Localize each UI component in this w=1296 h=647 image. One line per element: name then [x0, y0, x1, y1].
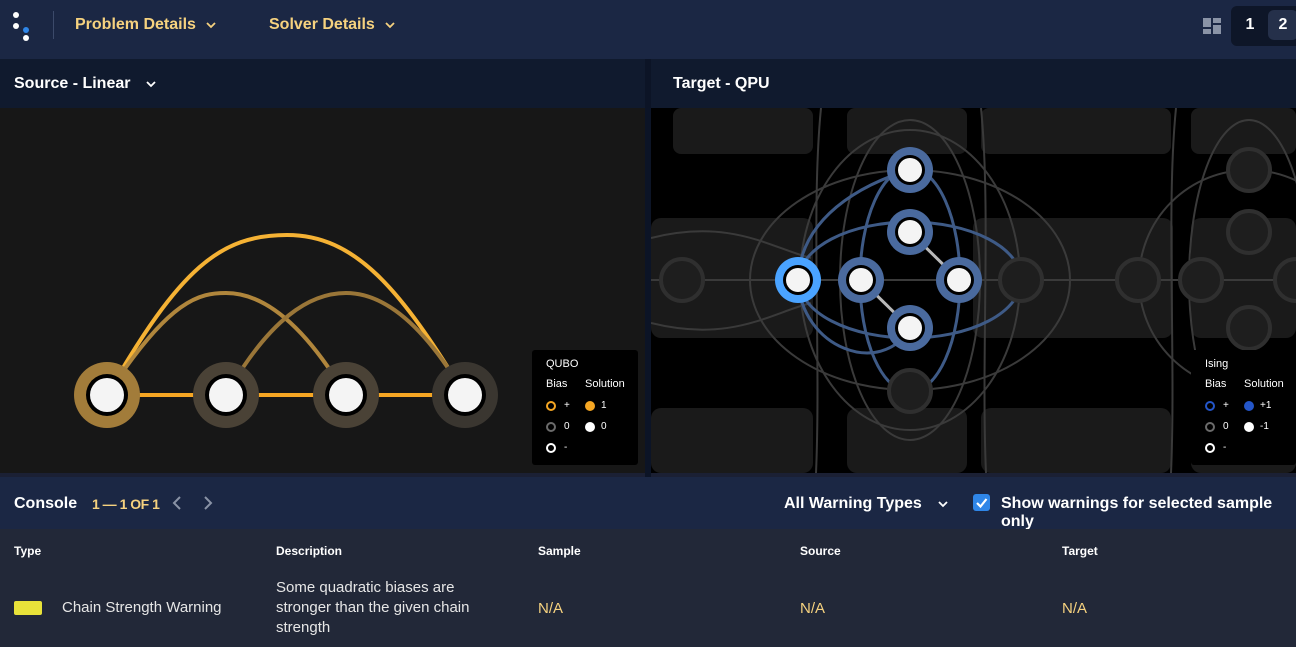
legend-solution-header: Solution [1244, 378, 1284, 390]
legend-solution-header: Solution [585, 378, 625, 390]
layout-icon[interactable] [1203, 18, 1221, 34]
bias-zero-swatch [1205, 422, 1215, 432]
warning-type-select[interactable]: All Warning Types [784, 495, 948, 513]
column-header-type[interactable]: Type [14, 544, 42, 558]
qpu-node-active[interactable] [887, 147, 933, 193]
qpu-node-selected[interactable] [775, 257, 821, 303]
column-header-sample[interactable]: Sample [538, 544, 581, 558]
chevron-down-icon [206, 22, 216, 29]
bias-negative-label: - [1223, 442, 1227, 453]
qpu-node-inactive[interactable] [659, 257, 705, 303]
qpu-node-active[interactable] [887, 305, 933, 351]
chevron-down-icon [385, 22, 395, 29]
source-node[interactable] [313, 362, 379, 428]
legend-title: QUBO [546, 358, 579, 370]
chevron-right-icon[interactable] [199, 494, 215, 512]
solution-plus-swatch [1244, 401, 1254, 411]
source-cell: N/A [800, 600, 826, 617]
bias-zero-label: 0 [1223, 421, 1229, 432]
qpu-node-inactive[interactable] [1178, 257, 1224, 303]
divider [53, 11, 54, 39]
bias-negative-swatch [1205, 443, 1215, 453]
problem-details-label: Problem Details [75, 16, 196, 33]
qubo-legend: QUBO Bias Solution + 0 - 1 0 [532, 350, 638, 465]
source-node[interactable] [74, 362, 140, 428]
chevron-left-icon[interactable] [170, 494, 186, 512]
solution-one-swatch [585, 401, 595, 411]
solution-one-label: 1 [601, 400, 607, 411]
target-pane: Target - QPU [651, 59, 1296, 473]
column-header-target[interactable]: Target [1062, 544, 1098, 558]
solution-plus-label: +1 [1260, 400, 1272, 411]
solution-minus-swatch [1244, 422, 1254, 432]
page-1-button[interactable]: 1 [1245, 16, 1255, 33]
legend-bias-header: Bias [1205, 378, 1227, 390]
check-icon [976, 498, 988, 509]
bias-positive-swatch [546, 401, 556, 411]
solution-minus-label: -1 [1260, 421, 1269, 432]
source-pane-title: Source - Linear [14, 74, 131, 92]
chevron-down-icon[interactable] [146, 79, 157, 89]
column-header-description[interactable]: Description [276, 544, 343, 558]
console-title: Console [14, 495, 78, 512]
bias-positive-label: + [1223, 400, 1229, 411]
solver-details-menu[interactable]: Solver Details [269, 16, 395, 34]
console-table-header: Type Description Sample Source Target [0, 529, 1296, 569]
qpu-node-inactive[interactable] [1226, 305, 1272, 351]
bias-positive-swatch [1205, 401, 1215, 411]
chevron-down-icon [938, 501, 948, 508]
qpu-node-active[interactable] [936, 257, 982, 303]
edge-1-4 [105, 232, 467, 397]
source-pane-header[interactable]: Source - Linear [0, 59, 645, 108]
source-node[interactable] [193, 362, 259, 428]
source-node[interactable] [432, 362, 498, 428]
qpu-node-inactive[interactable] [1226, 147, 1272, 193]
qpu-node-active[interactable] [838, 257, 884, 303]
target-pane-title: Target - QPU [673, 74, 770, 92]
target-cell: N/A [1062, 600, 1088, 617]
edge-2-4 [224, 290, 467, 397]
column-header-source[interactable]: Source [800, 544, 841, 558]
description-line: strength [276, 619, 331, 636]
description-line: Some quadratic biases are [276, 579, 455, 596]
page-2-button[interactable]: 2 [1268, 10, 1296, 40]
solver-details-label: Solver Details [269, 16, 375, 33]
bias-positive-label: + [564, 400, 570, 411]
selected-sample-checkbox[interactable] [973, 494, 990, 511]
source-graph[interactable] [0, 108, 645, 473]
qpu-node-inactive[interactable] [887, 368, 933, 414]
qpu-node-inactive[interactable] [998, 257, 1044, 303]
qpu-node-inactive[interactable] [1226, 209, 1272, 255]
bias-negative-label: - [564, 442, 568, 453]
selected-sample-label[interactable]: Show warnings for selected sample only [1001, 495, 1273, 530]
solution-zero-label: 0 [601, 421, 607, 432]
warning-type-value: All Warning Types [784, 495, 922, 512]
console-bar: Console 1 — 1 OF 1 All Warning Types [0, 477, 1296, 529]
console-count: 1 — 1 OF 1 [92, 496, 160, 512]
qpu-node-inactive[interactable] [1115, 257, 1161, 303]
ising-legend: Ising Bias Solution + 0 - +1 -1 [1191, 350, 1296, 465]
legend-bias-header: Bias [546, 378, 568, 390]
logo-icon[interactable] [12, 11, 36, 41]
sample-cell: N/A [538, 600, 564, 617]
bias-zero-swatch [546, 422, 556, 432]
qpu-node-inactive[interactable] [1273, 257, 1296, 303]
qpu-node-active[interactable] [887, 209, 933, 255]
warning-type-swatch [14, 601, 42, 615]
top-bar: Problem Details Solver Details 1 2 [0, 0, 1296, 59]
source-pane: Source - Linear QUBO Bias Solution + 0 -… [0, 59, 645, 473]
target-pane-header: Target - QPU [651, 59, 1296, 108]
bias-negative-swatch [546, 443, 556, 453]
warning-type-cell: Chain Strength Warning [62, 599, 222, 616]
table-row[interactable]: Chain Strength Warning Some quadratic bi… [0, 569, 1296, 647]
solution-zero-swatch [585, 422, 595, 432]
description-line: stronger than the given chain [276, 599, 470, 616]
problem-details-menu[interactable]: Problem Details [75, 16, 216, 34]
edge-1-3 [105, 290, 348, 397]
bias-zero-label: 0 [564, 421, 570, 432]
legend-title: Ising [1205, 358, 1229, 370]
pane-resize-handle[interactable] [645, 59, 651, 477]
